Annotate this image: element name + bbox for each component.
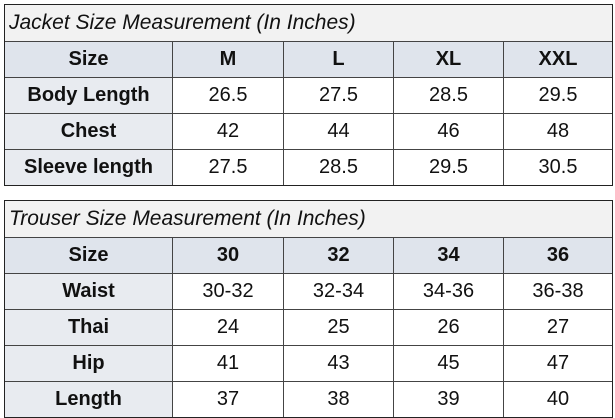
row-label: Hip xyxy=(5,346,173,381)
table-row: Thai 24 25 26 27 xyxy=(5,310,612,346)
row-label: Sleeve length xyxy=(5,150,173,185)
table-cell: 41 xyxy=(173,346,284,381)
row-label: Chest xyxy=(5,114,173,149)
header-cell: 34 xyxy=(394,238,504,273)
header-row: Size 30 32 34 36 xyxy=(5,238,612,274)
table-cell: 26 xyxy=(394,310,504,345)
jacket-table: Jacket Size Measurement (In Inches) Size M… xyxy=(4,4,613,186)
header-cell: Size xyxy=(5,238,173,273)
table-cell: 30.5 xyxy=(538,156,578,178)
table-cell: 25 xyxy=(284,310,394,345)
table-row: Sleeve length 27.5 28.5 29.5 30.5 xyxy=(5,150,612,185)
header-cell: 36 xyxy=(504,238,612,273)
table-cell: 24 xyxy=(173,310,284,345)
table-cell: 38 xyxy=(284,382,394,417)
table-cell: 47 xyxy=(546,352,570,374)
trouser-table: Trouser Size Measurement (In Inches) Size… xyxy=(4,200,613,418)
header-cell: XXL xyxy=(504,42,612,77)
table-cell: 43 xyxy=(284,346,394,381)
table-cell: 45 xyxy=(394,346,504,381)
table-title: Jacket Size Measurement (In Inches) xyxy=(5,5,612,42)
table-cell: 40 xyxy=(546,388,570,410)
row-label: Waist xyxy=(5,274,173,309)
header-cell: M xyxy=(173,42,284,77)
header-cell: L xyxy=(284,42,394,77)
header-cell: XL xyxy=(394,42,504,77)
row-label: Body Length xyxy=(5,78,173,113)
table-row: Hip 41 43 45 47 xyxy=(5,346,612,382)
table-cell: 29.5 xyxy=(538,84,578,106)
row-label: Thai xyxy=(5,310,173,345)
table-row: Body Length 26.5 27.5 28.5 29.5 xyxy=(5,78,612,114)
table-row: Waist 30-32 32-34 34-36 36-38 xyxy=(5,274,612,310)
row-label: Length xyxy=(5,382,173,417)
table-cell: 48 xyxy=(546,120,570,142)
table-cell: 34-36 xyxy=(394,274,504,309)
table-cell: 27.5 xyxy=(284,78,394,113)
table-cell: 32-34 xyxy=(284,274,394,309)
table-cell: 37 xyxy=(173,382,284,417)
table-cell: 44 xyxy=(284,114,394,149)
table-cell: 29.5 xyxy=(394,150,504,185)
table-cell: 27.5 xyxy=(173,150,284,185)
table-cell: 28.5 xyxy=(394,78,504,113)
table-cell: 30-32 xyxy=(173,274,284,309)
table-cell: 26.5 xyxy=(173,78,284,113)
table-cell: 39 xyxy=(394,382,504,417)
table-row: Chest 42 44 46 48 xyxy=(5,114,612,150)
header-cell: Size xyxy=(5,42,173,77)
header-cell: 30 xyxy=(173,238,284,273)
table-title: Trouser Size Measurement (In Inches) xyxy=(5,201,612,238)
table-cell: 46 xyxy=(394,114,504,149)
table-row: Length 37 38 39 40 xyxy=(5,382,612,417)
header-row: Size M L XL XXL xyxy=(5,42,612,78)
table-cell: 42 xyxy=(173,114,284,149)
header-cell: 32 xyxy=(284,238,394,273)
table-cell: 28.5 xyxy=(284,150,394,185)
table-cell: 27 xyxy=(546,316,570,338)
table-cell: 36-38 xyxy=(532,280,584,302)
